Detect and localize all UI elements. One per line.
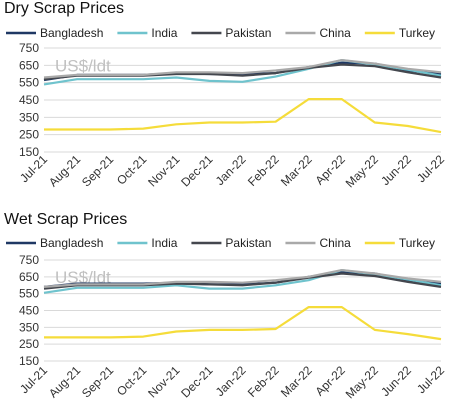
- x-tick-label: Jun-22: [378, 363, 414, 399]
- x-tick-label: Feb-22: [245, 363, 282, 400]
- y-tick-label: 550: [19, 76, 39, 90]
- x-tick-label: Mar-22: [278, 152, 315, 189]
- wet-scrap-chart: 150 250 350 450 550 650 750 US$/ldt Bangladesh In…: [6, 236, 447, 401]
- x-tick-label: Feb-22: [245, 152, 282, 189]
- x-tick-label: Aug-21: [46, 363, 83, 400]
- legend-label: China: [319, 26, 351, 40]
- y-tick-label: 650: [19, 270, 39, 284]
- x-tick-label: Sep-21: [79, 152, 116, 189]
- x-tick-label: Dec-21: [178, 363, 215, 400]
- y-tick-label: 750: [19, 41, 39, 55]
- x-tick-label: Nov-21: [145, 363, 182, 400]
- x-tick-label: May-22: [343, 363, 381, 401]
- x-tick-label: Apr-22: [312, 152, 348, 188]
- legend-label: Pakistan: [225, 236, 271, 250]
- y-tick-label: 250: [19, 128, 39, 142]
- legend-label: Bangladesh: [40, 236, 103, 250]
- legend-label: India: [151, 236, 177, 250]
- series-line-turkey: [44, 97, 442, 134]
- x-tick-label: Jan-22: [213, 363, 249, 399]
- unit-label: US$/ldt: [55, 56, 111, 75]
- y-tick-label: 350: [19, 320, 39, 334]
- x-tick-label: Jun-22: [378, 152, 414, 188]
- y-tick-label: 150: [19, 145, 39, 159]
- series-line-china: [43, 58, 442, 79]
- x-tick-label: Sep-21: [79, 363, 116, 400]
- y-tick-label: 750: [19, 253, 39, 267]
- y-tick-label: 350: [19, 110, 39, 124]
- legend-label: India: [151, 26, 177, 40]
- x-tick-label: Oct-21: [114, 363, 150, 399]
- y-tick-label: 650: [19, 58, 39, 72]
- x-tick-label: May-22: [343, 152, 381, 190]
- y-tick-label: 250: [19, 337, 39, 351]
- x-tick-label: Nov-21: [145, 152, 182, 189]
- wet-scrap-panel: Wet Scrap Prices 150 250 350 450 550 650 750 US…: [0, 209, 462, 418]
- dry-scrap-chart: 150 250 350 450 550 650 750 US$/ldt Bangladesh In…: [6, 26, 447, 190]
- x-tick-label: Jul-22: [414, 363, 447, 396]
- unit-label: US$/ldt: [55, 268, 111, 287]
- x-tick-label: Oct-21: [114, 152, 150, 188]
- x-tick-label: Jul-22: [414, 152, 447, 185]
- legend-label: Turkey: [399, 236, 435, 250]
- series-line-turkey: [44, 305, 442, 341]
- y-tick-label: 450: [19, 304, 39, 318]
- legend-label: China: [319, 236, 351, 250]
- y-tick-label: 450: [19, 93, 39, 107]
- y-tick-label: 150: [19, 354, 39, 368]
- x-tick-label: Apr-22: [312, 363, 348, 399]
- series-line-china: [43, 268, 442, 288]
- y-tick-label: 550: [19, 287, 39, 301]
- legend-label: Bangladesh: [40, 26, 103, 40]
- x-tick-label: Mar-22: [278, 363, 315, 400]
- legend-label: Pakistan: [225, 26, 271, 40]
- chart-title: Dry Scrap Prices: [4, 0, 125, 17]
- x-tick-label: Jan-22: [213, 152, 249, 188]
- legend-label: Turkey: [399, 26, 435, 40]
- x-tick-label: Dec-21: [178, 152, 215, 189]
- x-tick-label: Aug-21: [46, 152, 83, 189]
- dry-scrap-panel: Dry Scrap Prices 150 250 350 450 550 650 750 US…: [4, 0, 447, 190]
- chart-title: Wet Scrap Prices: [4, 211, 128, 228]
